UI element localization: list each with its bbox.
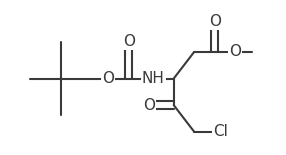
Text: Cl: Cl — [213, 124, 228, 139]
Text: O: O — [102, 71, 114, 86]
Text: NH: NH — [142, 71, 165, 86]
Text: O: O — [209, 14, 221, 29]
Text: O: O — [123, 34, 135, 49]
Text: O: O — [229, 44, 241, 59]
Text: O: O — [143, 98, 155, 113]
